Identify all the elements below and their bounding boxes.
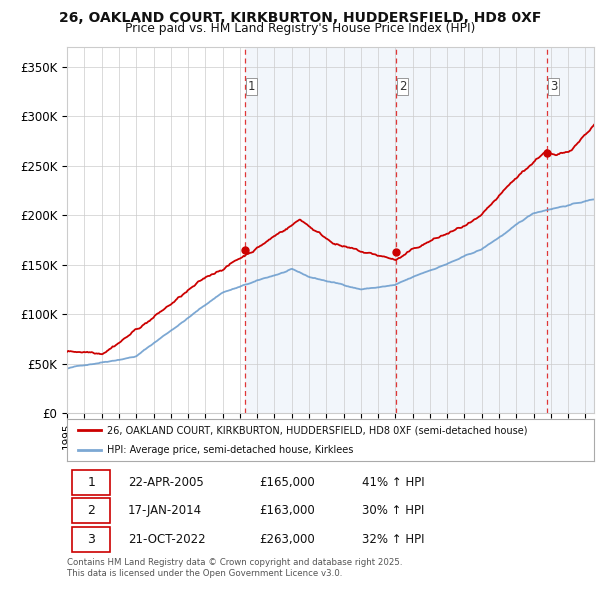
Bar [245,47,396,413]
Text: HPI: Average price, semi-detached house, Kirklees: HPI: Average price, semi-detached house,… [107,445,353,455]
Bar [547,47,594,413]
Text: £165,000: £165,000 [259,476,315,489]
Text: 30% ↑ HPI: 30% ↑ HPI [362,504,425,517]
Text: 26, OAKLAND COURT, KIRKBURTON, HUDDERSFIELD, HD8 0XF: 26, OAKLAND COURT, KIRKBURTON, HUDDERSFI… [59,11,541,25]
Text: 22-APR-2005: 22-APR-2005 [128,476,203,489]
Text: 3: 3 [88,533,95,546]
Text: 1: 1 [248,80,255,93]
Text: 41% ↑ HPI: 41% ↑ HPI [362,476,425,489]
Text: Contains HM Land Registry data © Crown copyright and database right 2025.
This d: Contains HM Land Registry data © Crown c… [67,558,403,578]
Text: Price paid vs. HM Land Registry's House Price Index (HPI): Price paid vs. HM Land Registry's House … [125,22,475,35]
Text: 3: 3 [550,80,557,93]
Bar [396,47,547,413]
Text: 32% ↑ HPI: 32% ↑ HPI [362,533,425,546]
FancyBboxPatch shape [73,527,110,552]
Text: 2: 2 [399,80,406,93]
Text: £163,000: £163,000 [259,504,315,517]
Text: 1: 1 [88,476,95,489]
Text: 21-OCT-2022: 21-OCT-2022 [128,533,205,546]
FancyBboxPatch shape [73,499,110,523]
Text: 26, OAKLAND COURT, KIRKBURTON, HUDDERSFIELD, HD8 0XF (semi-detached house): 26, OAKLAND COURT, KIRKBURTON, HUDDERSFI… [107,425,527,435]
Text: 2: 2 [88,504,95,517]
Text: 17-JAN-2014: 17-JAN-2014 [128,504,202,517]
Text: £263,000: £263,000 [259,533,315,546]
FancyBboxPatch shape [73,470,110,495]
